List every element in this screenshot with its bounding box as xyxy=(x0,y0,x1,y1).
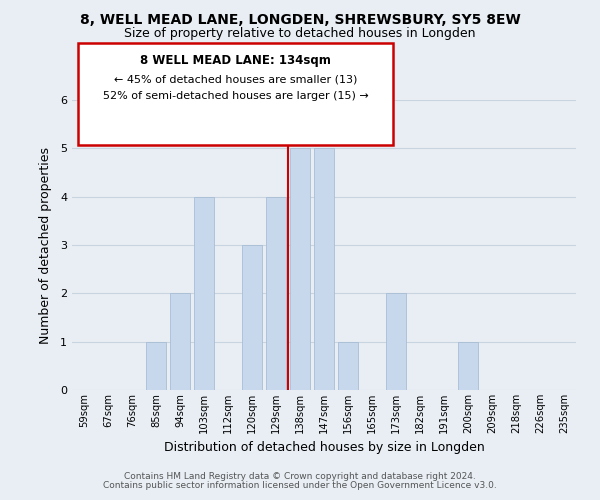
Text: ← 45% of detached houses are smaller (13): ← 45% of detached houses are smaller (13… xyxy=(114,74,357,84)
Text: Contains HM Land Registry data © Crown copyright and database right 2024.: Contains HM Land Registry data © Crown c… xyxy=(124,472,476,481)
Bar xyxy=(266,196,286,390)
Text: 52% of semi-detached houses are larger (15) →: 52% of semi-detached houses are larger (… xyxy=(103,91,368,101)
Text: 8, WELL MEAD LANE, LONGDEN, SHREWSBURY, SY5 8EW: 8, WELL MEAD LANE, LONGDEN, SHREWSBURY, … xyxy=(80,12,520,26)
Bar xyxy=(458,342,478,390)
Bar xyxy=(146,342,166,390)
Bar xyxy=(314,148,334,390)
Bar xyxy=(170,294,190,390)
Text: 8 WELL MEAD LANE: 134sqm: 8 WELL MEAD LANE: 134sqm xyxy=(140,54,331,67)
Text: Size of property relative to detached houses in Longden: Size of property relative to detached ho… xyxy=(124,28,476,40)
Text: Contains public sector information licensed under the Open Government Licence v3: Contains public sector information licen… xyxy=(103,481,497,490)
Bar xyxy=(386,294,406,390)
Y-axis label: Number of detached properties: Number of detached properties xyxy=(38,146,52,344)
Bar xyxy=(194,196,214,390)
Bar xyxy=(290,148,310,390)
Bar xyxy=(338,342,358,390)
Bar xyxy=(242,245,262,390)
X-axis label: Distribution of detached houses by size in Longden: Distribution of detached houses by size … xyxy=(164,442,484,454)
